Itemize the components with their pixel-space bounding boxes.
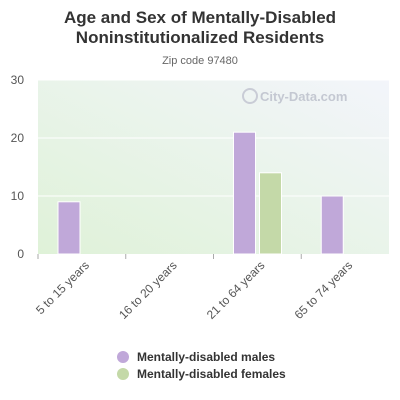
x-tick-label: 16 to 20 years	[116, 258, 180, 322]
legend-label-females: Mentally-disabled females	[137, 367, 286, 381]
chart-subtitle: Zip code 97480	[162, 55, 238, 67]
bar-males	[57, 201, 81, 255]
y-tick-label: 10	[11, 189, 25, 203]
bar-males	[233, 131, 256, 255]
y-tick-label: 30	[11, 73, 25, 87]
y-tick-label: 20	[11, 131, 25, 145]
x-tick-label: 21 to 64 years	[204, 258, 268, 322]
watermark: City-Data.com	[242, 88, 347, 104]
y-axis-ticks: 0 10 20 30	[11, 73, 25, 261]
legend-item-females: Mentally-disabled females	[117, 366, 286, 382]
legend-swatch-males	[117, 351, 129, 363]
y-tick-label: 0	[17, 247, 24, 261]
chart-title-line-2: Noninstitutionalized Residents	[75, 28, 325, 47]
bars	[57, 131, 344, 255]
legend-label-males: Mentally-disabled males	[137, 350, 276, 364]
x-axis-ticks: 5 to 15 years 16 to 20 years 21 to 64 year…	[33, 254, 355, 322]
legend-swatch-females	[117, 368, 129, 380]
legend: Mentally-disabled males Mentally-disable…	[117, 349, 286, 383]
bar-females	[259, 172, 282, 255]
bar-males	[320, 195, 344, 255]
watermark-icon	[242, 88, 258, 104]
chart-title: Age and Sex of Mentally-Disabled Noninst…	[0, 8, 400, 48]
legend-item-males: Mentally-disabled males	[117, 349, 286, 365]
x-tick-label: 65 to 74 years	[292, 258, 356, 322]
watermark-text: City-Data.com	[260, 89, 347, 104]
x-tick-label: 5 to 15 years	[33, 258, 92, 317]
chart-title-line-1: Age and Sex of Mentally-Disabled	[63, 8, 337, 27]
